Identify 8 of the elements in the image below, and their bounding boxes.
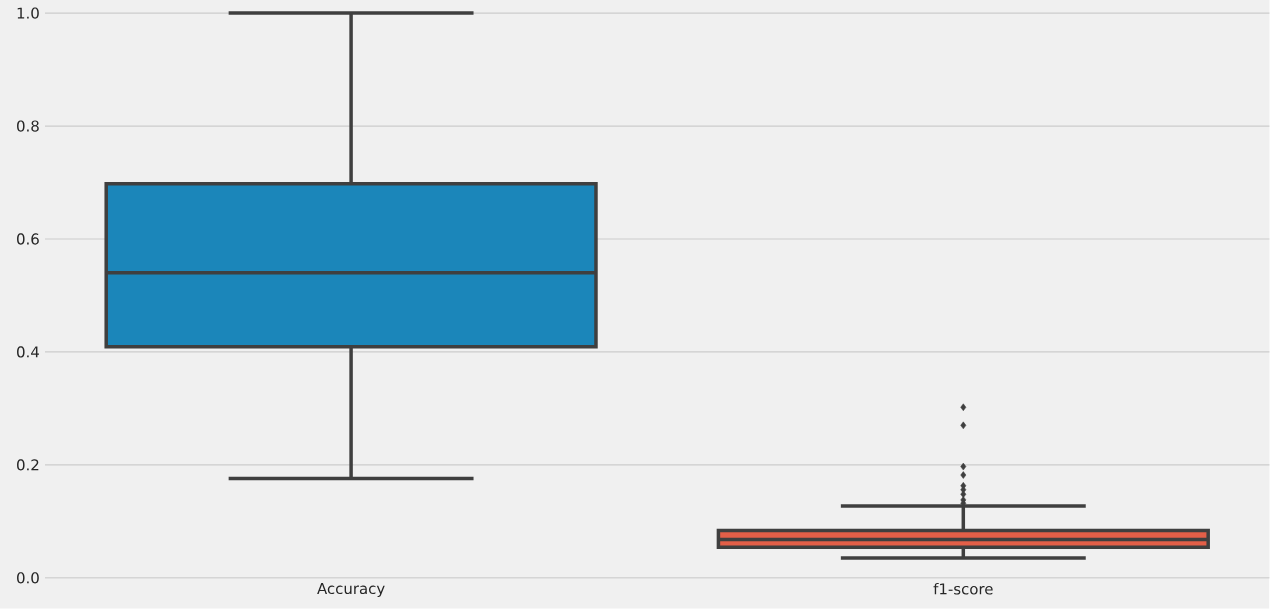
- x-tick-label: Accuracy: [317, 583, 385, 598]
- y-tick-label: 1.0: [17, 7, 39, 19]
- y-tick-label: 0.2: [17, 459, 39, 471]
- y-tick-label: 0.8: [17, 120, 39, 132]
- y-tick-label: 0.6: [17, 233, 39, 245]
- y-tick-label: 0.4: [17, 346, 39, 358]
- y-tick-label: 0.0: [17, 572, 39, 584]
- x-tick-label: f1-score: [933, 583, 993, 595]
